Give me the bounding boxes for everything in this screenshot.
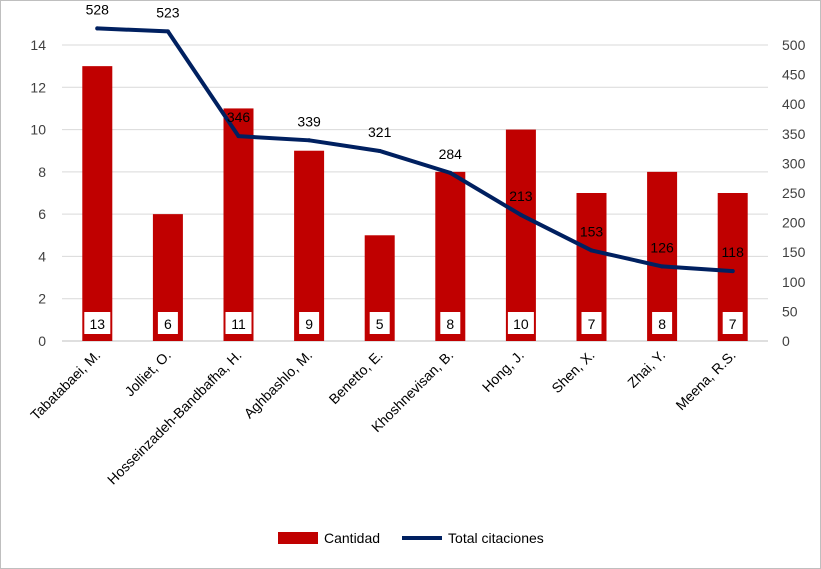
category-label: Jolliet, O.	[121, 347, 174, 400]
y-right-tick-label: 50	[782, 303, 798, 319]
bar-value-box	[299, 312, 320, 334]
line-value-label: 153	[580, 223, 604, 239]
line-value-label: 346	[227, 109, 251, 125]
category-label: Benetto, E.	[326, 347, 386, 407]
line-value-label: 213	[509, 188, 533, 204]
bar-value-box	[225, 312, 252, 334]
category-label: Meena, R.S.	[672, 347, 738, 413]
y-left-tick-label: 10	[30, 122, 46, 138]
bar-value-label: 7	[729, 316, 737, 332]
line-value-label: 284	[439, 146, 463, 162]
y-left-tick-label: 6	[38, 206, 46, 222]
y-right-tick-label: 0	[782, 333, 790, 349]
bar-value-box	[507, 312, 534, 334]
bar-value-box	[581, 312, 602, 334]
line-value-label: 321	[368, 124, 392, 140]
bar-value-label: 6	[164, 316, 172, 332]
category-label: Hosseinzadeh-Bandbafha, H.	[104, 347, 245, 488]
bar-value-box	[369, 312, 390, 334]
line-point	[589, 248, 594, 253]
category-label: Hong, J.	[479, 347, 527, 395]
line-value-label: 523	[156, 4, 180, 20]
category-label: Zhai, Y.	[624, 347, 668, 391]
y-left-tick-label: 4	[38, 248, 46, 264]
legend-swatch-line	[402, 536, 443, 540]
y-left-tick-label: 0	[38, 333, 46, 349]
bar	[505, 129, 536, 341]
legend: Cantidad Total citaciones	[278, 528, 566, 548]
bar-value-label: 7	[588, 316, 596, 332]
legend-item-cantidad: Cantidad	[278, 530, 380, 546]
bar-value-label: 13	[90, 316, 106, 332]
line-series	[95, 26, 735, 274]
y-right-tick-label: 300	[782, 155, 806, 171]
category-label: Shen, X.	[548, 347, 597, 396]
bar-value-label: 9	[305, 316, 313, 332]
category-label: Aghbashlo, M.	[241, 347, 316, 422]
y-right-tick-label: 100	[782, 274, 806, 290]
line-point	[730, 269, 735, 274]
y-left-tick-label: 14	[30, 37, 46, 53]
y-left-tick-label: 12	[30, 79, 46, 95]
legend-swatch-bar	[278, 532, 318, 544]
bar-value-label: 5	[376, 316, 384, 332]
line-value-label: 528	[86, 1, 110, 17]
bar-value-box	[652, 312, 673, 334]
y-right-tick-label: 400	[782, 96, 806, 112]
line-value-label: 118	[722, 244, 745, 260]
bar-value-box	[84, 312, 111, 334]
bar-value-label: 8	[446, 316, 454, 332]
bar-value-label: 8	[658, 316, 666, 332]
y-right-tick-label: 150	[782, 244, 806, 260]
line-value-label: 126	[650, 239, 674, 255]
line-point	[377, 148, 382, 153]
bar	[82, 66, 113, 342]
y-right-tick-label: 200	[782, 215, 806, 231]
line-point	[660, 264, 665, 269]
bar-value-box	[722, 312, 743, 334]
category-label: Tabatabaei, M.	[27, 347, 103, 423]
line-point	[165, 29, 170, 34]
bar-value-box	[157, 312, 178, 334]
line-point	[448, 170, 453, 175]
y-right-tick-label: 350	[782, 126, 806, 142]
line-point	[95, 26, 100, 31]
y-left-tick-label: 8	[38, 164, 46, 180]
y-left-tick-label: 2	[38, 291, 46, 307]
y-right-tick-label: 450	[782, 67, 806, 83]
bar-value-label: 10	[513, 316, 529, 332]
y-right-tick-label: 250	[782, 185, 806, 201]
line-point	[518, 212, 523, 217]
line-point	[236, 134, 241, 139]
bar	[294, 150, 325, 341]
legend-label-cantidad: Cantidad	[324, 530, 381, 546]
legend-item-total-citaciones: Total citaciones	[402, 530, 544, 546]
bar-value-label: 11	[231, 316, 246, 332]
legend-label-total-citaciones: Total citaciones	[448, 530, 544, 546]
bar	[223, 108, 254, 341]
line-value-label: 339	[297, 113, 321, 129]
bar-value-box	[440, 312, 461, 334]
line-point	[307, 138, 312, 143]
y-right-tick-label: 500	[782, 37, 806, 53]
